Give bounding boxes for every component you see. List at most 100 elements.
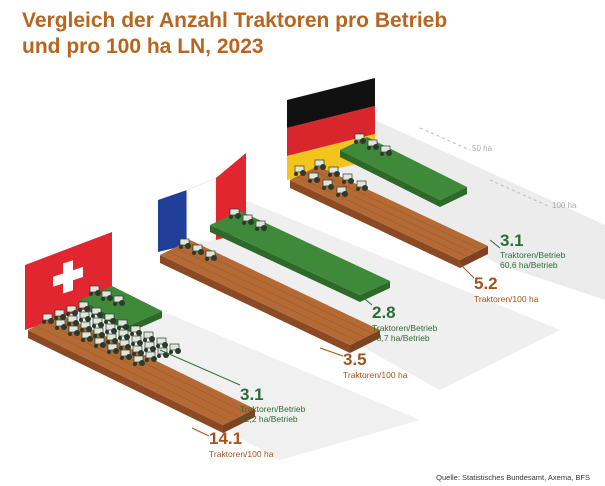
tractor-wheel [100,342,106,348]
unit: Traktoren/100 ha [209,449,274,459]
green-field [210,211,390,295]
green-field [340,137,467,200]
tractor-wheel [139,360,145,366]
tractor-body [79,311,90,319]
tractor-body [80,321,91,329]
tractor-body [78,301,89,309]
tractor-body [130,325,141,333]
tractor-wheel [229,215,233,219]
tractor-body [322,179,333,187]
title-line: und pro 100 ha LN, 2023 [22,35,264,58]
tractor-wheel [356,187,360,191]
tractor-icon [144,341,156,352]
tractor-body [342,173,353,181]
tractor-icon [322,179,334,190]
tractor-icon [336,186,348,197]
tractor-wheel [314,177,320,183]
tractor-wheel [107,350,111,354]
tractor-wheel [179,245,183,249]
tractor-icon [242,214,254,225]
tractor-wheel [348,178,354,184]
brown-field-front [160,255,350,353]
switzerland-labels: 3.1 Traktoren/Betrieb 22,2 ha/Betrieb 14… [159,349,306,459]
tractor-wheel [248,219,254,225]
tractor-body [143,331,154,339]
tractor-wheel [150,346,156,352]
farm-size: 22,2 ha/Betrieb [240,414,298,424]
tractor-icon [120,349,132,360]
tractor-body [106,333,117,341]
tractor-body [308,172,319,180]
tractor-body [120,349,131,357]
tractor-wheel [131,342,135,346]
brown-field-side [460,246,488,268]
tractor-icon [68,325,80,336]
unit: Traktoren/Betrieb [500,250,566,260]
tractor-icon [54,309,66,320]
tractor-wheel [78,308,82,312]
tractor-wheel [73,320,79,326]
tractor-wheel [362,185,368,191]
tractor-wheel [80,328,84,332]
tractor-wheel [322,186,326,190]
tractor-icon [131,335,143,346]
tractor-wheel [136,330,142,336]
farm-size: 60,6 ha/Betrieb [500,260,558,270]
france-labels: 2.8 Traktoren/Betrieb 78,7 ha/Betrieb 3.… [319,294,438,380]
tractor-wheel [112,338,118,344]
tractor-icon [380,145,392,156]
tractor-body [113,295,124,303]
tractor-icon [104,313,116,324]
tractor-wheel [342,191,348,197]
tractor-wheel [54,316,58,320]
tractor-icon [55,319,67,330]
tractor-icon [107,343,119,354]
tractor-wheel [126,354,132,360]
tractor-wheel [143,338,147,342]
tractor-icon [67,315,79,326]
tractor-body [105,323,116,331]
unit: Traktoren/Betrieb [240,404,306,414]
green-field-side [360,281,390,302]
tractor-wheel [133,362,137,366]
tractor-wheel [211,255,217,261]
tractor-icon [81,331,93,342]
source: Quelle: Statistisches Bundesamt, Axema, … [436,473,590,482]
tractors-per-farm: 2.8 [372,303,396,322]
tractor-wheel [79,318,83,322]
tractor-body [145,351,156,359]
tractor-wheel [320,164,326,170]
tractor-icon [119,339,131,350]
tractor-wheel [119,346,123,350]
brown-field-side [223,409,255,433]
tractor-body [91,307,102,315]
tractor-icon [179,238,191,249]
scale-label: 50 ha [472,144,493,153]
tractor-icon [143,331,155,342]
tractor-body [93,327,104,335]
tractor-wheel [261,225,267,231]
tractor-icon [328,166,340,177]
tractors [42,133,392,366]
tractor-body [314,159,325,167]
tractor-wheel [336,193,340,197]
tractor-body [81,331,92,339]
tractor-wheel [99,332,105,338]
brown-field-front [28,330,223,433]
tractor-wheel [91,314,95,318]
tractors-per-farm: 3.1 [500,231,524,250]
tractor-wheel [118,336,122,340]
tractor-wheel [151,356,157,362]
unit: Traktoren/100 ha [343,370,408,380]
tractor-wheel [95,290,101,296]
tractor-body [255,220,266,228]
tractor-icon [229,208,241,219]
tractor-icon [94,337,106,348]
tractor-body [42,313,53,321]
tractor-wheel [169,350,173,354]
tractor-icon [342,173,354,184]
furrow [35,325,232,422]
tractor-body [144,341,155,349]
tractor-icon [93,327,105,338]
